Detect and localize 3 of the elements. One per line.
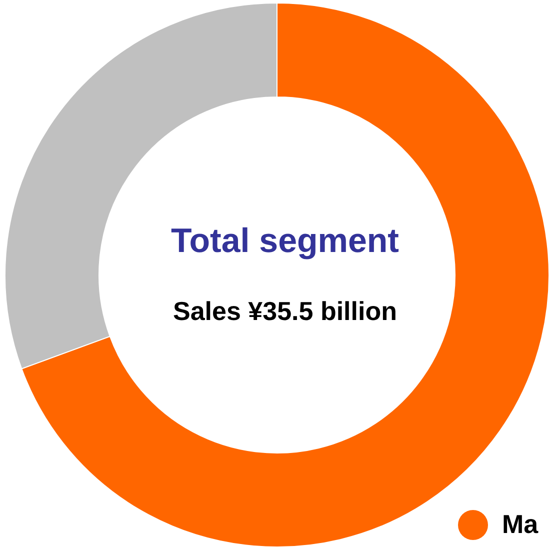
text: Sales ¥35.5 billion xyxy=(173,296,397,326)
legend-label: Ma xyxy=(502,509,539,539)
text: Total segment xyxy=(171,222,399,260)
